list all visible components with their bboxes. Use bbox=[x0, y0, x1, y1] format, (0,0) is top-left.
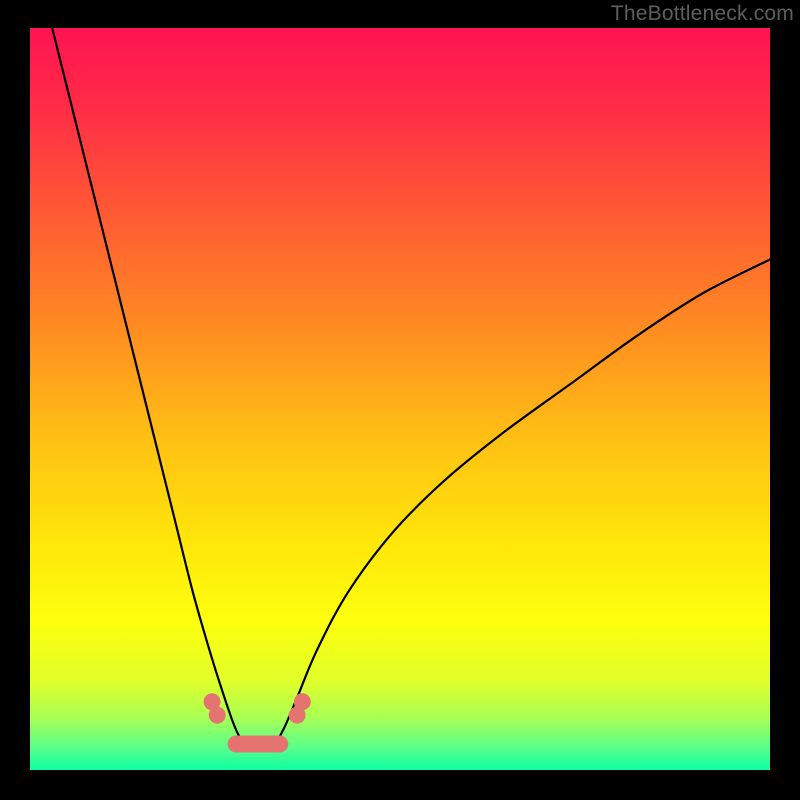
chart-svg bbox=[30, 28, 770, 770]
curve-left-arm bbox=[52, 28, 243, 744]
curve-marker-dot bbox=[209, 707, 226, 724]
curve-markers bbox=[204, 693, 311, 752]
curve-marker-capsule bbox=[228, 736, 289, 753]
chart-panel bbox=[30, 28, 770, 770]
chart-stage: TheBottleneck.com bbox=[0, 0, 800, 800]
curve-marker-dot bbox=[294, 693, 311, 710]
watermark-text: TheBottleneck.com bbox=[611, 2, 794, 26]
curve-right-arm bbox=[276, 260, 770, 745]
